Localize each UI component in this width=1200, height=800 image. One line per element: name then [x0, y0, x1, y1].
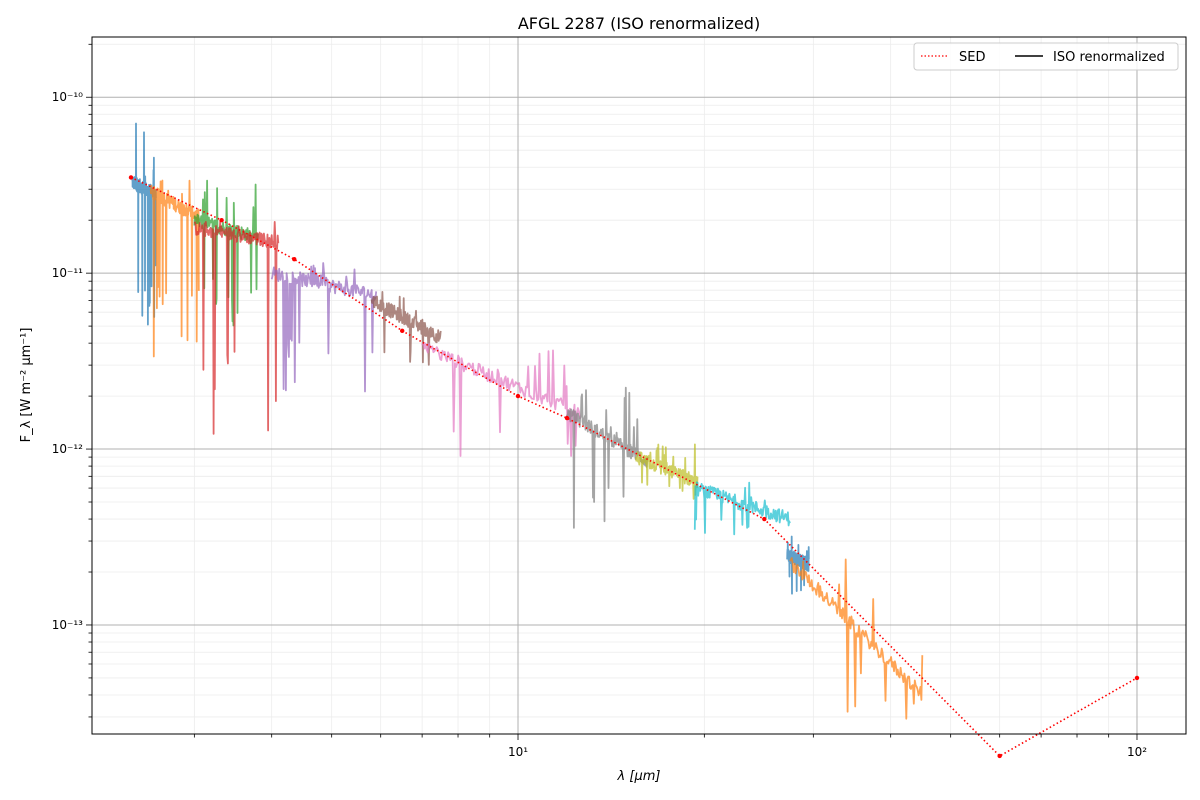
- sed-point: [762, 516, 767, 522]
- y-tick-label: 10⁻¹²: [52, 442, 83, 456]
- y-tick-label: 10⁻¹⁰: [52, 90, 83, 104]
- sed-point: [128, 175, 134, 180]
- sed-point: [1134, 675, 1140, 681]
- iso-segment-5: [270, 262, 378, 393]
- iso-segment-10: [693, 481, 791, 536]
- chart-title: AFGL 2287 (ISO renormalized): [518, 14, 760, 33]
- sed-point: [292, 257, 297, 262]
- x-tick-label: 10²: [1127, 745, 1147, 759]
- sed-point: [564, 415, 570, 421]
- x-tick-label: 10¹: [508, 745, 528, 759]
- legend-box: [913, 42, 1179, 71]
- iso-segment-4: [193, 220, 280, 435]
- y-axis-label: F_λ [W m⁻² μm⁻¹]: [19, 328, 34, 443]
- y-tick-label: 10⁻¹³: [52, 618, 83, 632]
- sed-point: [219, 217, 224, 223]
- major-gridlines: [92, 37, 1186, 734]
- sed-point: [515, 393, 521, 399]
- iso-spectrum-series: [131, 122, 924, 720]
- plot-frame: [91, 36, 1187, 735]
- iso-segment-7: [421, 342, 581, 457]
- legend-iso-label: ISO renormalized: [1053, 50, 1165, 65]
- iso-segment-2: [149, 179, 200, 358]
- sed-series: [128, 175, 1140, 759]
- iso-segment-9: [634, 443, 699, 500]
- sed-point: [400, 328, 405, 334]
- iso-segment-8: [566, 386, 649, 529]
- legend-sed-label: SED: [959, 50, 985, 65]
- legend: SED ISO renormalized: [913, 42, 1179, 71]
- y-tick-label: 10⁻¹¹: [52, 266, 83, 280]
- x-axis-label: λ [μm]: [617, 769, 661, 784]
- iso-segment-12: [789, 557, 924, 720]
- y-axis: 10⁻¹³ 10⁻¹² 10⁻¹¹ 10⁻¹⁰: [52, 43, 92, 718]
- sed-point: [997, 753, 1002, 759]
- x-axis: 10¹ 10²: [193, 734, 1147, 759]
